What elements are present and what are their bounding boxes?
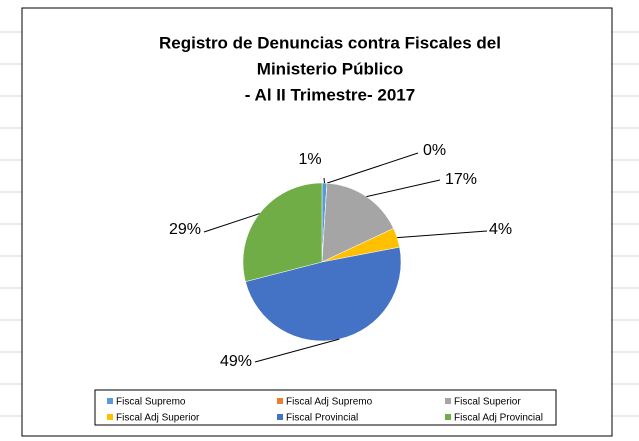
data-label: 4% [489, 221, 512, 238]
leader-line [254, 338, 340, 363]
pie-slice [245, 246, 402, 342]
leader-line [366, 179, 441, 198]
legend-swatch [445, 398, 451, 404]
legend-swatch [277, 398, 283, 404]
chart-title: Ministerio Público [257, 59, 403, 78]
leader-line [397, 230, 488, 239]
legend-label: Fiscal Adj Superior [116, 413, 200, 424]
chart-title: Registro de Denuncias contra Fiscales de… [159, 33, 501, 52]
legend-swatch [107, 398, 113, 404]
chart-title: - Al II Trimestre- 2017 [245, 85, 415, 104]
pie-slice [321, 182, 394, 263]
data-label: 17% [445, 171, 477, 188]
legend-box [94, 389, 557, 426]
legend-label: Fiscal Provincial [286, 413, 358, 424]
data-label: 29% [169, 221, 201, 238]
leader-line [203, 213, 260, 233]
legend-label: Fiscal Superior [454, 397, 521, 408]
legend-label: Fiscal Adj Provincial [454, 413, 543, 424]
legend-swatch [107, 414, 113, 420]
data-label: 49% [220, 353, 252, 370]
legend-label: Fiscal Supremo [116, 397, 186, 408]
legend-label: Fiscal Adj Supremo [286, 397, 373, 408]
legend-swatch [445, 414, 451, 420]
leader-line [326, 152, 419, 184]
legend-swatch [277, 414, 283, 420]
data-label: 1% [298, 151, 321, 168]
data-label: 0% [423, 142, 446, 159]
